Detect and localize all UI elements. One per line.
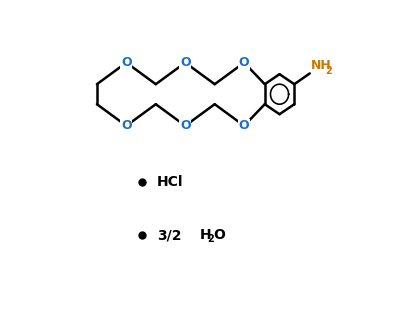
Text: 2: 2 xyxy=(325,66,332,76)
Text: NH: NH xyxy=(310,59,331,72)
Text: O: O xyxy=(121,119,132,132)
Text: O: O xyxy=(180,119,190,132)
Text: HCl: HCl xyxy=(157,175,184,189)
Text: 3/2: 3/2 xyxy=(157,228,182,242)
Text: O: O xyxy=(121,56,132,69)
Text: 2: 2 xyxy=(207,234,214,244)
Text: O: O xyxy=(239,56,249,69)
Text: O: O xyxy=(239,119,249,132)
Text: H: H xyxy=(200,228,211,242)
Text: O: O xyxy=(214,228,225,242)
Text: O: O xyxy=(180,56,190,69)
